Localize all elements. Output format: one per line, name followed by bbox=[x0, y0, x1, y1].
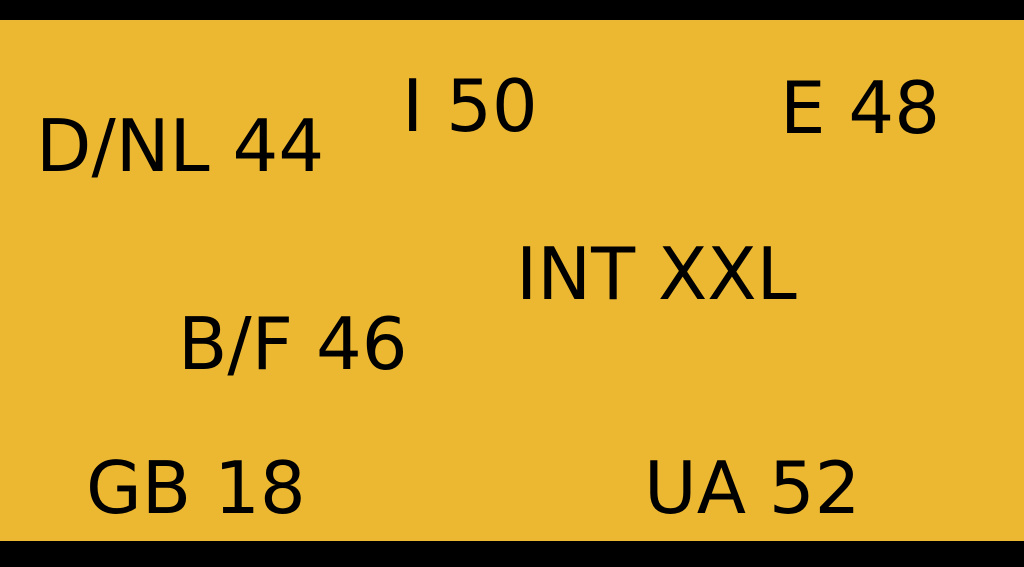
label-d-nl: D/NL 44 bbox=[36, 110, 324, 182]
label-ua: UA 52 bbox=[644, 452, 860, 524]
label-e: E 48 bbox=[780, 72, 940, 144]
label-i: I 50 bbox=[402, 70, 538, 142]
label-int: INT XXL bbox=[516, 238, 797, 310]
label-b-f: B/F 46 bbox=[178, 308, 408, 380]
size-tag-infographic: D/NL 44 I 50 E 48 INT XXL B/F 46 GB 18 U… bbox=[0, 0, 1024, 567]
bottom-bar bbox=[0, 541, 1024, 567]
top-bar bbox=[0, 0, 1024, 20]
label-gb: GB 18 bbox=[86, 452, 306, 524]
